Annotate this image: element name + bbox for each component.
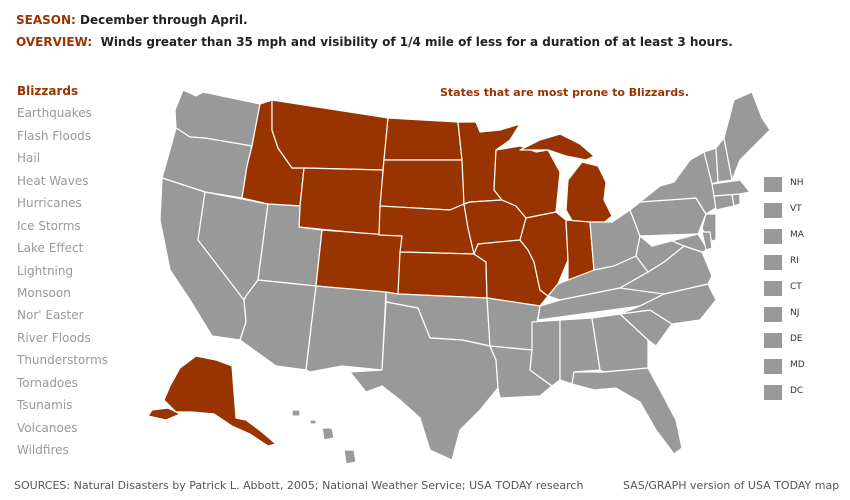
menu-item-volcanoes[interactable]: Volcanoes xyxy=(17,420,78,435)
legend-swatch xyxy=(764,177,782,192)
legend-swatch xyxy=(764,281,782,296)
season-label: SEASON: xyxy=(16,13,76,27)
state-hawaii[interactable] xyxy=(321,427,335,441)
state-north-dakota[interactable] xyxy=(383,117,463,161)
state-pennsylvania[interactable] xyxy=(629,197,707,237)
overview-label: OVERVIEW: xyxy=(16,35,93,49)
state-maryland[interactable] xyxy=(651,233,709,253)
menu-item-monsoon[interactable]: Monsoon xyxy=(17,285,71,300)
legend-item-md[interactable]: MD xyxy=(764,358,844,376)
legend-swatch xyxy=(764,307,782,322)
legend-label: NJ xyxy=(790,308,800,318)
legend-item-dc[interactable]: DC xyxy=(764,384,844,402)
menu-item-lightning[interactable]: Lightning xyxy=(17,263,74,278)
menu-item-ice-storms[interactable]: Ice Storms xyxy=(17,218,81,233)
legend-label: DC xyxy=(790,386,804,396)
legend-swatch xyxy=(764,229,782,244)
legend-swatch xyxy=(764,255,782,270)
menu-item-blizzards[interactable]: Blizzards xyxy=(17,84,79,98)
menu-item-hail[interactable]: Hail xyxy=(17,151,41,166)
legend-label: VT xyxy=(790,204,802,214)
state-rhode-island[interactable] xyxy=(731,193,741,207)
state-arizona[interactable] xyxy=(239,279,317,371)
legend-item-nh[interactable]: NH xyxy=(764,176,844,194)
legend-label: DE xyxy=(790,334,803,344)
legend-label: MD xyxy=(790,360,805,370)
legend-label: NH xyxy=(790,178,804,188)
state-south-dakota[interactable] xyxy=(379,159,465,211)
state-kansas[interactable] xyxy=(397,251,488,299)
legend-item-nj[interactable]: NJ xyxy=(764,306,844,324)
map-title: States that are most prone to Blizzards. xyxy=(440,86,689,99)
state-montana[interactable] xyxy=(271,99,389,171)
state-maine[interactable] xyxy=(723,91,771,181)
state-hawaii[interactable] xyxy=(291,409,301,417)
menu-item-thunderstorms[interactable]: Thunderstorms xyxy=(17,353,109,368)
menu-item-nor-easter[interactable]: Nor' Easter xyxy=(17,308,84,323)
state-delaware[interactable] xyxy=(701,231,713,251)
state-connecticut[interactable] xyxy=(713,193,735,211)
state-hawaii[interactable] xyxy=(309,419,317,425)
state-michigan[interactable] xyxy=(565,161,613,227)
state-alaska[interactable] xyxy=(147,407,181,421)
legend-swatch xyxy=(764,333,782,348)
credit-note: SAS/GRAPH version of USA TODAY map xyxy=(623,479,840,492)
legend-label: MA xyxy=(790,230,804,240)
state-wyoming[interactable] xyxy=(298,167,384,236)
legend-item-ct[interactable]: CT xyxy=(764,280,844,298)
legend-label: CT xyxy=(790,282,802,292)
legend-swatch xyxy=(764,359,782,374)
overview-line: OVERVIEW: Winds greater than 35 mph and … xyxy=(16,35,733,49)
state-alaska[interactable] xyxy=(163,355,277,447)
menu-item-tornadoes[interactable]: Tornadoes xyxy=(17,375,78,390)
menu-item-heat-waves[interactable]: Heat Waves xyxy=(17,173,89,188)
overview-text: Winds greater than 35 mph and visibility… xyxy=(100,35,733,49)
menu-item-flash-floods[interactable]: Flash Floods xyxy=(17,128,92,143)
state-michigan[interactable] xyxy=(519,133,595,161)
state-florida[interactable] xyxy=(571,367,683,455)
season-line: SEASON: December through April. xyxy=(16,13,248,27)
menu-item-tsunamis[interactable]: Tsunamis xyxy=(17,398,73,413)
state-texas[interactable] xyxy=(349,301,499,461)
disaster-menu: Blizzards Earthquakes Flash Floods Hail … xyxy=(17,82,108,463)
state-colorado[interactable] xyxy=(315,229,403,295)
legend-item-ma[interactable]: MA xyxy=(764,228,844,246)
menu-item-wildfires[interactable]: Wildfires xyxy=(17,443,69,457)
legend-item-ri[interactable]: RI xyxy=(764,254,844,272)
menu-item-river-floods[interactable]: River Floods xyxy=(17,330,91,345)
state-massachusetts[interactable] xyxy=(711,179,751,197)
legend-item-vt[interactable]: VT xyxy=(764,202,844,220)
menu-item-hurricanes[interactable]: Hurricanes xyxy=(17,196,82,211)
legend-swatch xyxy=(764,385,782,400)
state-hawaii[interactable] xyxy=(343,449,357,465)
menu-item-lake-effect[interactable]: Lake Effect xyxy=(17,241,84,256)
sources-note: SOURCES: Natural Disasters by Patrick L.… xyxy=(14,479,584,492)
legend-label: RI xyxy=(790,256,799,266)
season-text: December through April. xyxy=(80,13,248,27)
state-new-mexico[interactable] xyxy=(305,285,387,373)
legend-item-de[interactable]: DE xyxy=(764,332,844,350)
legend-swatch xyxy=(764,203,782,218)
menu-item-earthquakes[interactable]: Earthquakes xyxy=(17,106,92,121)
